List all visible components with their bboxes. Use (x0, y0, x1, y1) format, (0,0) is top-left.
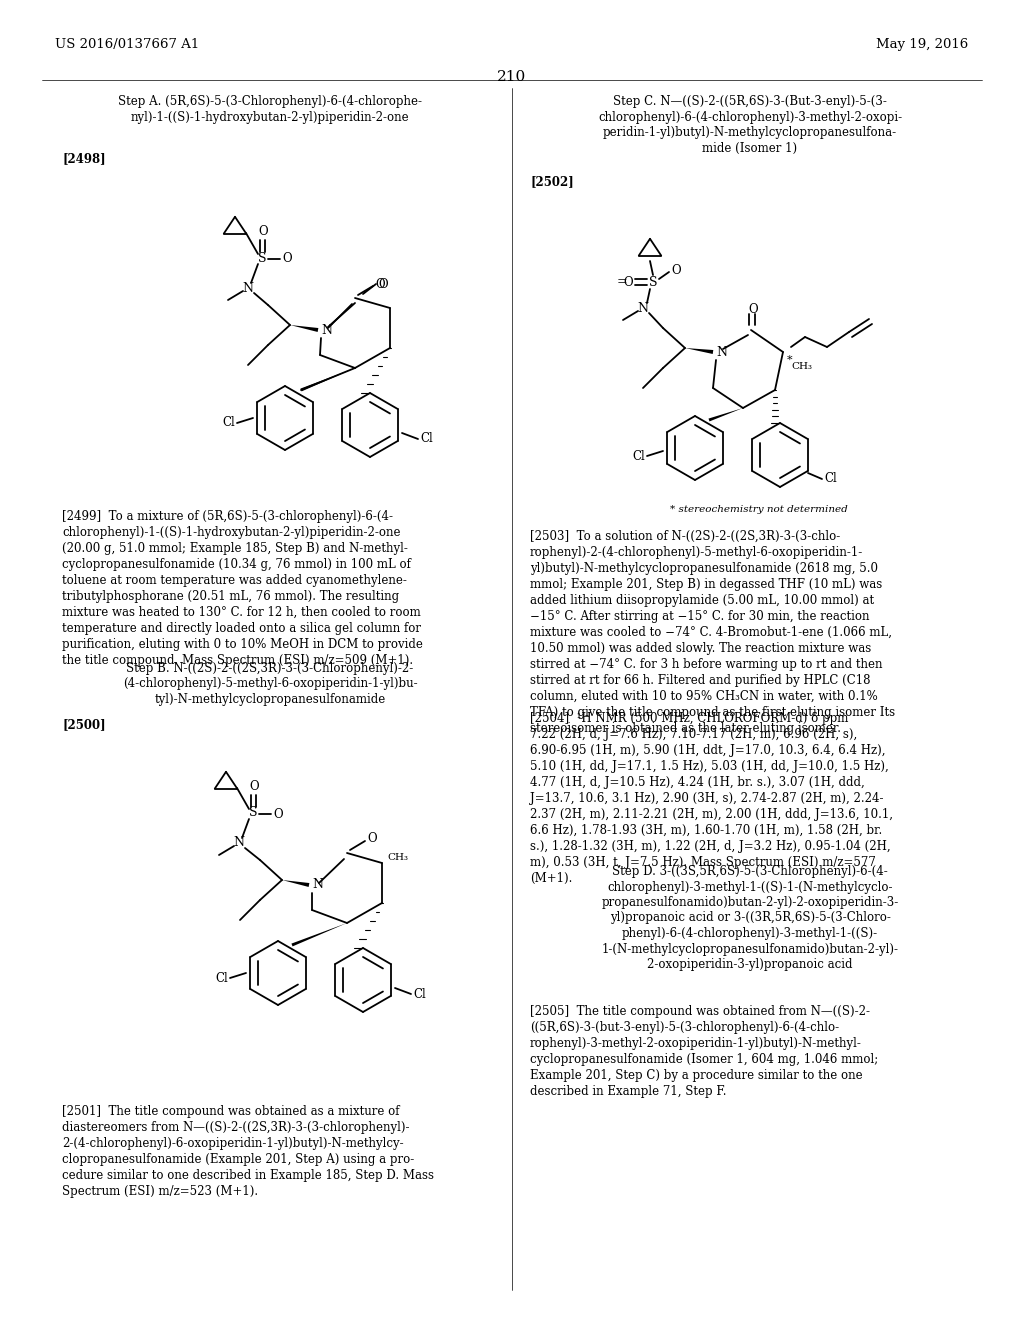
Text: S: S (649, 276, 657, 289)
Text: CH₃: CH₃ (791, 362, 812, 371)
Text: O: O (378, 277, 388, 290)
Text: =: = (616, 276, 627, 289)
Text: [2498]: [2498] (62, 152, 105, 165)
Text: N: N (233, 837, 245, 850)
Text: * stereochemistry not determined: * stereochemistry not determined (670, 506, 848, 513)
Text: 210: 210 (498, 70, 526, 84)
Text: US 2016/0137667 A1: US 2016/0137667 A1 (55, 38, 200, 51)
Text: Step A. (5R,6S)-5-(3-Chlorophenyl)-6-(4-chlorophe-
nyl)-1-((S)-1-hydroxybutan-2-: Step A. (5R,6S)-5-(3-Chlorophenyl)-6-(4-… (118, 95, 422, 124)
Text: *: * (787, 355, 793, 366)
Text: [2502]: [2502] (530, 176, 573, 187)
Text: N: N (716, 346, 727, 359)
Text: O: O (258, 224, 268, 238)
Text: Cl: Cl (420, 433, 433, 446)
Text: O: O (249, 780, 259, 793)
Text: [2503]  To a solution of N-((2S)-2-((2S,3R)-3-(3-chlo-
rophenyl)-2-(4-chlorophen: [2503] To a solution of N-((2S)-2-((2S,3… (530, 531, 895, 735)
Text: [2500]: [2500] (62, 718, 105, 731)
Text: Cl: Cl (215, 972, 228, 985)
Text: [2504]  ¹H NMR (500 MHz, CHLOROFORM-d) δ ppm
7.22 (2H, d, J=7.6 Hz), 7.10-7.17 (: [2504] ¹H NMR (500 MHz, CHLOROFORM-d) δ … (530, 711, 893, 884)
Polygon shape (685, 348, 714, 354)
Polygon shape (282, 880, 309, 887)
Text: S: S (258, 252, 266, 264)
Text: O: O (749, 304, 758, 315)
Text: N: N (321, 323, 332, 337)
Text: O: O (367, 833, 377, 846)
Text: May 19, 2016: May 19, 2016 (876, 38, 968, 51)
Polygon shape (290, 325, 318, 331)
Text: Cl: Cl (222, 417, 234, 429)
Text: N: N (243, 281, 254, 294)
Text: CH₃: CH₃ (387, 854, 408, 862)
Text: Cl: Cl (413, 987, 426, 1001)
Text: S: S (249, 807, 257, 820)
Text: Step D. 3-((3S,5R,6S)-5-(3-Chlorophenyl)-6-(4-
chlorophenyl)-3-methyl-1-((S)-1-(: Step D. 3-((3S,5R,6S)-5-(3-Chlorophenyl)… (601, 865, 899, 972)
Text: N: N (638, 301, 648, 314)
Text: Cl: Cl (824, 473, 837, 486)
Text: Step B. N-((2S)-2-((2S,3R)-3-(3-Chlorophenyl)-2-
(4-chlorophenyl)-5-methyl-6-oxo: Step B. N-((2S)-2-((2S,3R)-3-(3-Chloroph… (123, 663, 418, 706)
Text: O: O (273, 808, 283, 821)
Text: O: O (375, 277, 385, 290)
Polygon shape (300, 368, 355, 392)
Polygon shape (292, 923, 347, 946)
Text: [2499]  To a mixture of (5R,6S)-5-(3-chlorophenyl)-6-(4-
chlorophenyl)-1-((S)-1-: [2499] To a mixture of (5R,6S)-5-(3-chlo… (62, 510, 423, 667)
Text: O: O (282, 252, 292, 265)
Text: O: O (671, 264, 681, 276)
Polygon shape (709, 408, 743, 421)
Text: O: O (624, 276, 633, 289)
Text: [2501]  The title compound was obtained as a mixture of
diastereomers from N—((S: [2501] The title compound was obtained a… (62, 1105, 434, 1199)
Text: [2505]  The title compound was obtained from N—((S)-2-
((5R,6S)-3-(but-3-enyl)-5: [2505] The title compound was obtained f… (530, 1005, 879, 1098)
Text: Step C. N—((S)-2-((5R,6S)-3-(But-3-enyl)-5-(3-
chlorophenyl)-6-(4-chlorophenyl)-: Step C. N—((S)-2-((5R,6S)-3-(But-3-enyl)… (598, 95, 902, 154)
Text: N: N (312, 879, 323, 891)
Text: Cl: Cl (632, 450, 645, 462)
